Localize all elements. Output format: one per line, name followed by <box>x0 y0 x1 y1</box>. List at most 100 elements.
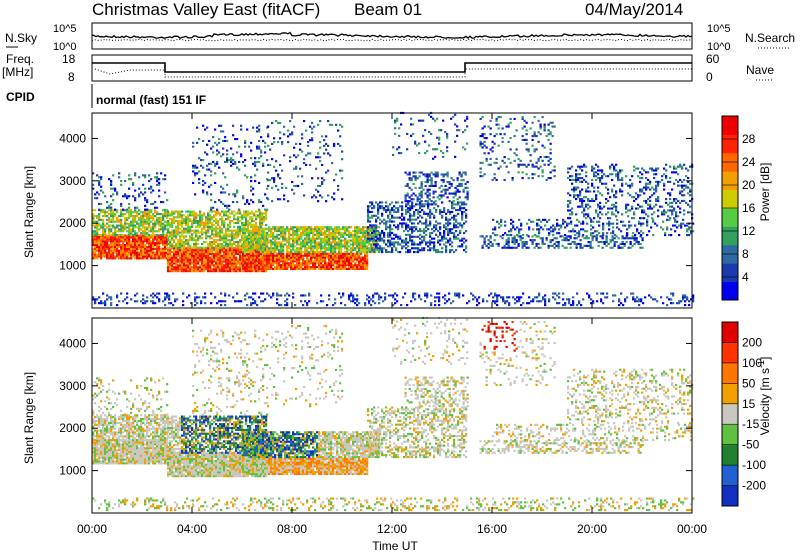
echo-cell <box>201 214 204 217</box>
echo-cell <box>106 253 109 256</box>
echo-cell <box>114 232 117 235</box>
echo-cell <box>439 226 442 229</box>
echo-cell <box>235 244 238 247</box>
echo-cell <box>260 252 263 255</box>
echo-cell <box>183 221 186 225</box>
echo-cell <box>340 247 343 250</box>
echo-cell <box>236 189 239 192</box>
echo-cell <box>292 233 295 236</box>
echo-cell <box>339 135 342 138</box>
echo-cell <box>341 125 344 128</box>
echo-cell <box>94 197 97 200</box>
echo-cell <box>130 249 133 252</box>
echo-cell <box>375 220 378 223</box>
echo-cell <box>391 237 394 240</box>
echo-cell <box>296 249 299 252</box>
echo-cell <box>110 257 113 260</box>
echo-cell <box>364 264 367 267</box>
echo-cell <box>130 253 133 256</box>
echo-cell <box>497 167 500 170</box>
echo-cell <box>289 120 292 123</box>
echo-cell <box>260 249 263 252</box>
echo-cell <box>437 241 440 244</box>
echo-cell <box>312 231 315 235</box>
echo-cell <box>237 258 240 261</box>
echo-cell <box>282 264 285 267</box>
echo-cell <box>295 142 298 146</box>
echo-cell <box>525 138 528 142</box>
echo-cell <box>346 226 349 229</box>
echo-cell <box>379 231 382 235</box>
echo-cell <box>465 230 468 233</box>
echo-cell <box>171 235 174 238</box>
echo-cell <box>362 247 365 250</box>
echo-cell <box>124 180 127 183</box>
echo-cell <box>203 246 206 249</box>
echo-cell <box>120 183 123 186</box>
echo-cell <box>411 231 414 235</box>
echo-cell <box>116 238 119 241</box>
echo-cell <box>254 226 257 229</box>
echo-cell <box>290 266 293 269</box>
echo-cell <box>162 234 165 237</box>
echo-cell <box>334 241 337 244</box>
echo-cell <box>395 207 398 210</box>
echo-cell <box>330 243 333 246</box>
echo-cell <box>181 231 184 234</box>
echo-cell <box>282 228 285 231</box>
echo-cell <box>217 256 220 259</box>
echo-cell <box>449 210 452 214</box>
echo-cell <box>205 231 208 234</box>
echo-cell <box>235 270 238 273</box>
echo-cell <box>215 249 218 252</box>
echo-cell <box>443 235 446 238</box>
echo-cell <box>227 216 230 219</box>
echo-cell <box>128 206 131 209</box>
echo-cell <box>319 141 322 144</box>
echo-cell <box>279 177 282 180</box>
echo-cell <box>483 137 486 140</box>
echo-cell <box>122 253 125 256</box>
echo-cell <box>288 233 291 236</box>
echo-cell <box>263 227 266 230</box>
echo-cell <box>239 229 242 232</box>
echo-cell <box>256 226 259 229</box>
echo-cell <box>385 228 388 231</box>
echo-cell <box>237 216 240 219</box>
echo-cell <box>450 182 453 186</box>
echo-cell <box>197 268 200 271</box>
echo-cell <box>181 225 184 228</box>
echo-cell <box>235 258 238 261</box>
echo-cell <box>310 226 313 229</box>
echo-cell <box>393 216 396 219</box>
echo-cell <box>369 205 372 208</box>
echo-cell <box>193 244 196 247</box>
echo-cell <box>154 211 157 214</box>
echo-cell <box>104 238 107 241</box>
echo-cell <box>248 233 251 236</box>
echo-cell <box>303 120 306 123</box>
echo-cell <box>169 254 172 257</box>
echo-cell <box>183 246 186 249</box>
echo-cell <box>173 220 176 223</box>
echo-cell <box>100 240 103 243</box>
echo-cell <box>298 239 301 242</box>
echo-cell <box>298 267 301 271</box>
echo-cell <box>381 231 384 235</box>
echo-cell <box>110 187 113 190</box>
echo-cell <box>356 226 359 229</box>
echo-cell <box>439 222 442 225</box>
echo-cell <box>191 212 194 215</box>
echo-cell <box>260 136 263 139</box>
echo-cell <box>276 245 279 248</box>
echo-cell <box>120 244 123 247</box>
echo-cell <box>94 247 97 250</box>
echo-cell <box>162 222 165 225</box>
echo-cell <box>322 226 325 229</box>
echo-cell <box>262 139 265 143</box>
echo-cell <box>260 247 263 250</box>
echo-cell <box>100 257 103 260</box>
echo-cell <box>464 182 467 186</box>
echo-cell <box>288 252 291 255</box>
echo-cell <box>199 237 202 240</box>
